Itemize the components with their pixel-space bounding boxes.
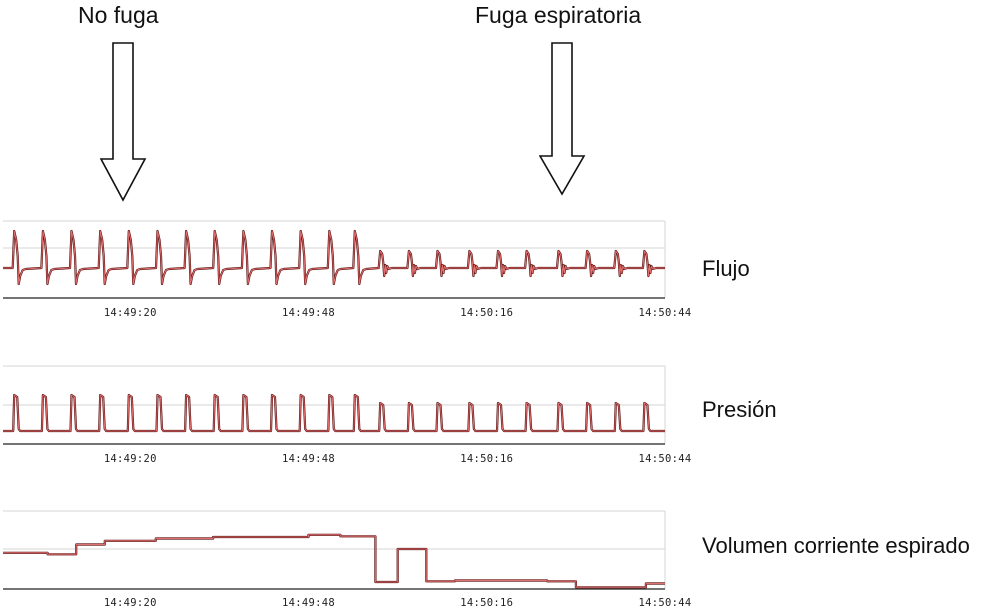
pressure-chart: 14:49:20 14:49:48 14:50:16 14:50:44 <box>0 363 700 468</box>
x-tick-label: 14:50:16 <box>460 597 513 609</box>
annotation-expiratory-leak: Fuga espiratoria <box>475 2 642 28</box>
flow-chart-svg: 14:49:20 14:49:48 14:50:16 14:50:44 <box>3 220 692 319</box>
tidal-volume-chart-label: Volumen corriente espirado <box>702 533 970 558</box>
x-tick-label: 14:50:16 <box>460 307 513 319</box>
annotation-no-leak: No fuga <box>78 2 159 28</box>
tidal-volume-series-line-highlight <box>3 534 665 588</box>
x-tick-label: 14:50:16 <box>460 453 513 465</box>
pressure-chart-label: Presión <box>702 397 777 422</box>
down-arrow-icon <box>539 42 586 196</box>
x-tick-label: 14:50:44 <box>639 453 692 465</box>
flow-chart: 14:49:20 14:49:48 14:50:16 14:50:44 <box>0 218 700 323</box>
x-tick-label: 14:50:44 <box>639 597 692 609</box>
tidal-volume-chart-svg: 14:49:20 14:49:48 14:50:16 14:50:44 <box>3 510 692 609</box>
x-tick-label: 14:49:20 <box>104 453 157 465</box>
tidal-volume-chart: 14:49:20 14:49:48 14:50:16 14:50:44 <box>0 508 700 616</box>
pressure-chart-svg: 14:49:20 14:49:48 14:50:16 14:50:44 <box>3 365 692 465</box>
down-arrow-icon <box>100 42 147 202</box>
x-tick-label: 14:49:48 <box>282 307 335 319</box>
x-tick-label: 14:49:20 <box>104 597 157 609</box>
x-tick-label: 14:49:48 <box>282 597 335 609</box>
flow-series-line-highlight <box>3 230 665 285</box>
x-tick-label: 14:49:48 <box>282 453 335 465</box>
x-tick-label: 14:49:20 <box>104 307 157 319</box>
x-tick-label: 14:50:44 <box>639 307 692 319</box>
pressure-series-line-highlight <box>3 394 665 432</box>
flow-chart-label: Flujo <box>702 256 750 281</box>
tidal-volume-series-line <box>3 533 665 589</box>
